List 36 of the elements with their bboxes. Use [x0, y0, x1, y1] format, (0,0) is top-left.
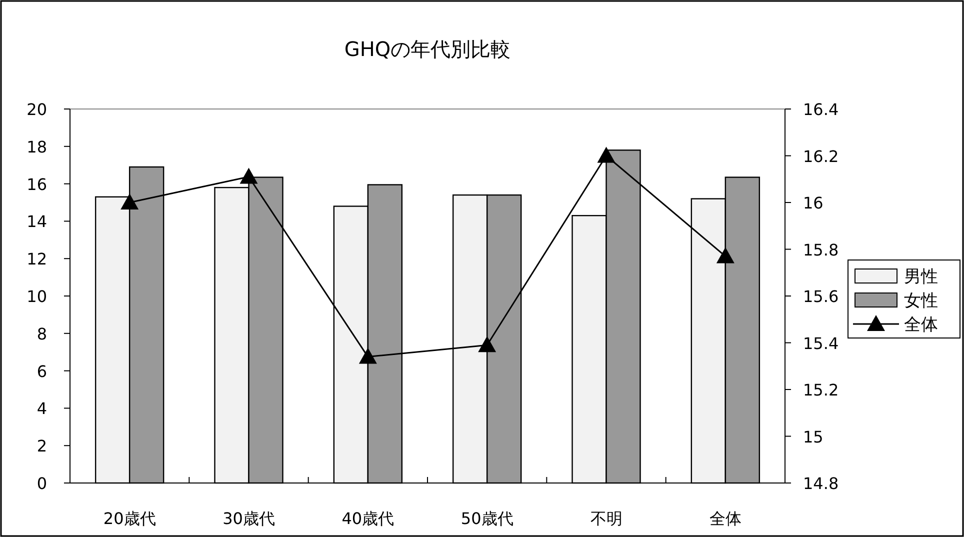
point: [358, 348, 377, 364]
y-tick-label: 14: [26, 212, 47, 232]
y-tick-label: 16: [26, 174, 47, 194]
legend-label: 男性: [904, 267, 938, 287]
x-tick-label: 全体: [709, 509, 742, 528]
x-tick-label: 40歳代: [342, 509, 394, 528]
y2-tick-label: 15.4: [803, 334, 839, 353]
x-tick-label: 30歳代: [222, 509, 275, 528]
y2-tick-label: 14.8: [803, 474, 839, 493]
x-tick-label: 50歳代: [460, 509, 514, 528]
y2-tick-label: 15.2: [803, 380, 839, 400]
y2-tick-label: 15.8: [803, 240, 839, 260]
x-tick-label: 不明: [590, 509, 622, 528]
x-tick-label: 20歳代: [103, 509, 156, 528]
point: [478, 336, 496, 352]
point: [120, 194, 139, 210]
y-tick-label: 0: [36, 474, 47, 493]
chart-title: GHQの年代別比較: [344, 37, 511, 61]
point: [716, 247, 734, 264]
y-tick-label: 6: [36, 362, 47, 381]
point: [240, 168, 258, 184]
legend-label: 女性: [904, 291, 938, 311]
y-tick-label: 8: [36, 324, 47, 344]
y2-tick-label: 16.4: [803, 100, 839, 119]
y-tick-label: 2: [36, 436, 47, 456]
y2-tick-label: 16.2: [803, 146, 839, 166]
y-tick-label: 20: [26, 100, 47, 119]
y2-tick-label: 16: [803, 194, 824, 212]
y2-tick-label: 15.6: [803, 287, 839, 306]
point: [597, 146, 616, 163]
y2-tick-label: 15: [803, 427, 824, 446]
y-tick-label: 18: [26, 137, 47, 156]
legend-label: 全体: [904, 315, 938, 335]
y-tick-label: 12: [26, 250, 47, 269]
y-tick-label: 10: [26, 287, 47, 306]
y-tick-label: 4: [36, 399, 47, 418]
